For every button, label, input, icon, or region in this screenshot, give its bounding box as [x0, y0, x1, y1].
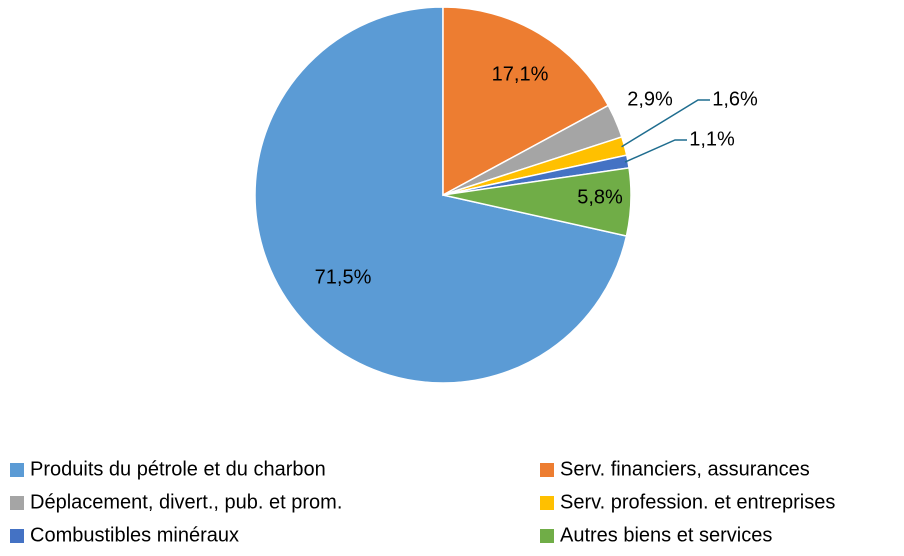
data-label: 5,8%: [577, 186, 623, 208]
legend-label: Serv. financiers, assurances: [560, 458, 810, 480]
data-label: 17,1%: [492, 63, 549, 85]
legend-swatch: [540, 529, 554, 543]
legend-swatch: [10, 463, 24, 477]
pie-slice: [254, 6, 628, 384]
legend-swatch: [10, 496, 24, 510]
pie-slice: [442, 167, 632, 237]
legend-swatch: [540, 496, 554, 510]
legend-label: Combustibles minéraux: [30, 524, 239, 546]
legend-label: Déplacement, divert., pub. et prom.: [30, 491, 342, 513]
legend-swatch: [540, 463, 554, 477]
leader-line: [624, 139, 687, 163]
data-label: 1,6%: [712, 88, 758, 110]
legend-swatch: [10, 529, 24, 543]
legend-label: Autres biens et services: [560, 524, 772, 546]
data-label: 71,5%: [315, 266, 372, 288]
pie-slice: [442, 6, 610, 197]
legend-label: Produits du pétrole et du charbon: [30, 458, 326, 480]
data-label: 2,9%: [627, 88, 673, 110]
leader-line: [621, 99, 710, 148]
legend-label: Serv. profession. et entreprises: [560, 491, 835, 513]
data-label: 1,1%: [689, 128, 735, 150]
